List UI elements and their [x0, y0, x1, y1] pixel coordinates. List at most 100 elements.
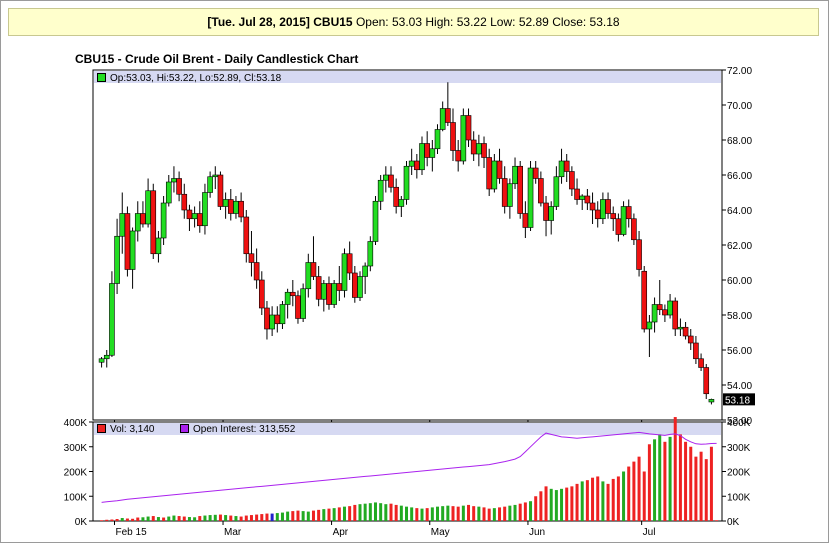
candle-body	[708, 399, 715, 403]
candle-body	[243, 216, 250, 255]
volume-bar	[663, 441, 667, 521]
candle	[646, 315, 653, 357]
candle	[388, 166, 394, 193]
volume-bar	[348, 506, 352, 521]
candle	[98, 357, 105, 368]
candle-body	[569, 171, 575, 190]
volume-y-tick-label-left: 300K	[64, 443, 88, 454]
candle-body	[491, 160, 498, 190]
candle-body	[165, 181, 172, 204]
candle-body	[439, 108, 446, 130]
candle-body	[290, 291, 296, 297]
candle-body	[501, 178, 508, 207]
quote-symbol: CBU15	[313, 15, 353, 29]
volume-bar	[637, 456, 641, 521]
candle-body	[558, 160, 565, 178]
candle	[434, 124, 441, 154]
candle-body	[388, 174, 394, 188]
candle-body	[284, 291, 291, 305]
candle	[362, 262, 368, 294]
volume-bar	[436, 506, 440, 521]
candle	[372, 196, 379, 245]
candle-body	[207, 176, 213, 193]
volume-bar	[456, 506, 460, 521]
candle-body	[233, 200, 239, 214]
volume-bar	[353, 504, 357, 521]
volume-bar	[249, 515, 253, 521]
candle-body	[181, 193, 188, 211]
candle	[295, 290, 301, 324]
volume-bar	[317, 509, 321, 521]
candle	[507, 178, 513, 219]
candle-body	[336, 283, 343, 291]
volume-bar	[580, 481, 584, 521]
candle-body	[160, 202, 167, 239]
candle-body	[264, 307, 270, 330]
volume-bar	[291, 511, 295, 521]
price-y-tick-label: 58.00	[727, 311, 752, 322]
candle-body	[362, 265, 368, 277]
candle	[548, 201, 555, 235]
candle	[124, 206, 131, 277]
candle-body	[517, 165, 523, 214]
candle-body	[693, 342, 699, 360]
volume-bar	[549, 488, 553, 521]
candle-body	[258, 279, 265, 309]
close-value: 53.18	[589, 15, 620, 29]
candle	[202, 183, 208, 235]
x-tick-label: Jul	[643, 527, 656, 538]
candle-body	[129, 230, 136, 270]
candle	[708, 398, 715, 405]
candle-body	[134, 213, 141, 232]
volume-bar	[585, 480, 589, 521]
candle-body	[414, 160, 420, 171]
candle	[238, 192, 244, 223]
price-legend-strip	[94, 71, 721, 83]
open-label: Open:	[355, 15, 389, 29]
candle	[150, 183, 157, 259]
price-legend: Op:53.03, Hi:53.22, Lo:52.89, Cl:53.18	[97, 73, 281, 84]
candle	[346, 241, 353, 280]
candle	[553, 166, 560, 210]
volume-bar	[260, 514, 264, 521]
open-interest-swatch	[180, 424, 189, 433]
volume-bar	[658, 434, 662, 521]
candle-body	[465, 115, 472, 141]
candle	[569, 166, 575, 196]
candle-body	[357, 276, 363, 298]
candle	[129, 227, 136, 289]
candle-body	[527, 167, 534, 228]
candle	[563, 154, 570, 182]
candle-body	[563, 160, 570, 172]
candle-body	[269, 314, 275, 330]
volume-y-tick-label-left: 0K	[75, 517, 88, 528]
candle	[109, 271, 115, 357]
candle-body	[238, 200, 244, 218]
candle-body	[227, 199, 234, 214]
candle	[310, 236, 317, 280]
volume-bar	[115, 519, 119, 521]
candle	[605, 192, 611, 219]
close-label: Close:	[552, 15, 587, 29]
candle-body	[548, 206, 555, 221]
candle	[331, 280, 337, 308]
volume-bar	[601, 481, 605, 521]
volume-bar	[461, 505, 465, 521]
volume-bar	[467, 504, 471, 521]
candle-body	[383, 174, 389, 181]
volume-bar	[430, 507, 434, 521]
candle	[698, 353, 704, 371]
candle-body	[677, 326, 684, 330]
price-y-tick-label: 54.00	[727, 381, 752, 392]
volume-bar	[296, 510, 300, 521]
candle-body	[667, 300, 673, 316]
candle-body	[372, 200, 379, 242]
volume-bar	[363, 503, 367, 521]
volume-bar	[529, 501, 533, 521]
candle-body	[202, 192, 208, 227]
volume-bar	[518, 503, 522, 521]
volume-bar	[379, 503, 383, 521]
candle	[398, 196, 405, 217]
candle-body	[584, 195, 591, 204]
candle-body	[574, 188, 580, 200]
